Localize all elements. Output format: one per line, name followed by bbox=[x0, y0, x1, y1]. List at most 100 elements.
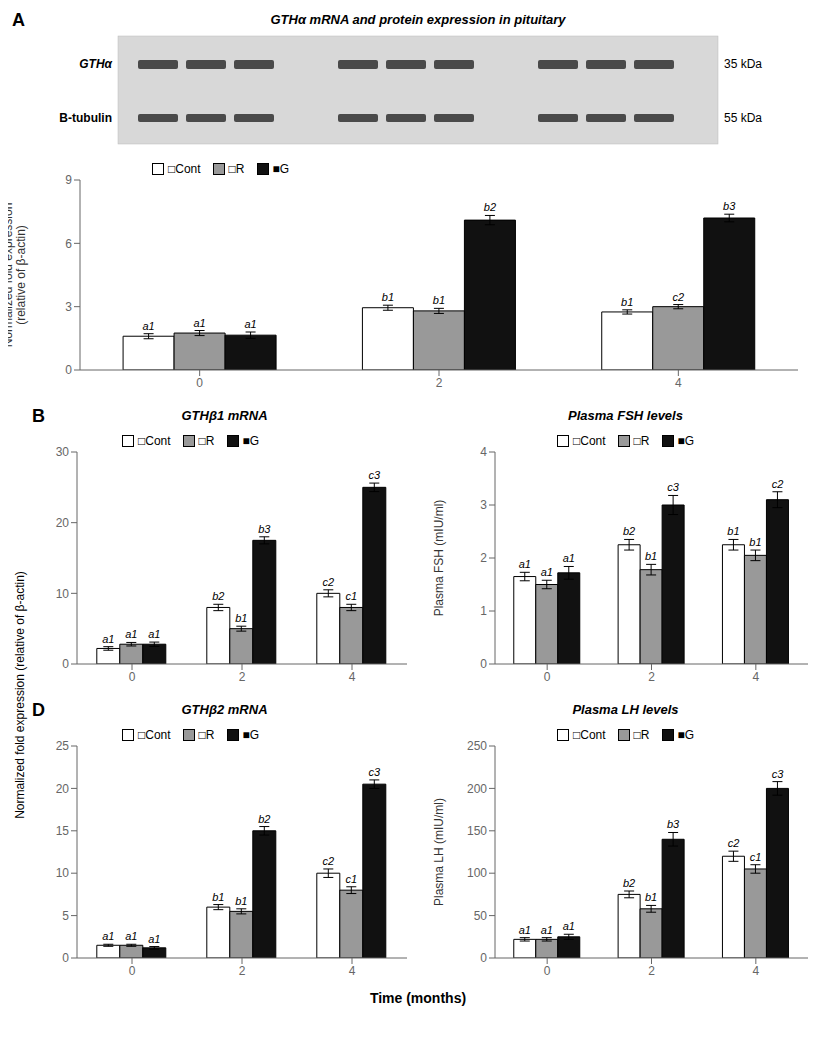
svg-text:20: 20 bbox=[56, 782, 70, 796]
svg-text:c2: c2 bbox=[672, 291, 684, 303]
svg-text:100: 100 bbox=[467, 866, 487, 880]
svg-text:A: A bbox=[12, 10, 25, 30]
svg-text:4: 4 bbox=[349, 964, 356, 978]
svg-text:0: 0 bbox=[480, 951, 487, 965]
svg-text:3: 3 bbox=[65, 300, 72, 314]
svg-text:c2: c2 bbox=[322, 855, 334, 867]
svg-text:a1: a1 bbox=[519, 924, 531, 936]
svg-text:250: 250 bbox=[467, 739, 487, 753]
svg-text:200: 200 bbox=[467, 782, 487, 796]
svg-text:6: 6 bbox=[65, 237, 72, 251]
svg-text:0: 0 bbox=[129, 670, 136, 684]
svg-text:55 kDa: 55 kDa bbox=[724, 111, 762, 125]
svg-text:a1: a1 bbox=[193, 317, 205, 329]
svg-text:c1: c1 bbox=[750, 851, 762, 863]
svg-text:3: 3 bbox=[480, 498, 487, 512]
svg-text:a1: a1 bbox=[125, 930, 137, 942]
svg-text:0: 0 bbox=[196, 376, 203, 390]
svg-text:Plasma FSH (mIU/ml): Plasma FSH (mIU/ml) bbox=[433, 500, 446, 617]
svg-text:30: 30 bbox=[56, 445, 70, 459]
svg-text:GTHα mRNA and protein expressi: GTHα mRNA and protein expression in pitu… bbox=[270, 12, 566, 27]
svg-text:a1: a1 bbox=[102, 930, 114, 942]
svg-text:4: 4 bbox=[349, 670, 356, 684]
svg-text:c1: c1 bbox=[345, 590, 357, 602]
svg-text:0: 0 bbox=[62, 657, 69, 671]
svg-text:GTHα: GTHα bbox=[79, 57, 112, 71]
svg-text:a1: a1 bbox=[148, 628, 160, 640]
svg-text:b1: b1 bbox=[621, 296, 633, 308]
svg-text:2: 2 bbox=[648, 670, 655, 684]
svg-text:b2: b2 bbox=[623, 525, 635, 537]
html-text:Time (months): Time (months) bbox=[369, 990, 467, 1006]
svg-text:b3: b3 bbox=[667, 818, 680, 830]
svg-text:150: 150 bbox=[467, 824, 487, 838]
svg-text:4: 4 bbox=[675, 376, 682, 390]
html-text:□Cont: □Cont bbox=[168, 162, 201, 176]
svg-text:c1: c1 bbox=[345, 873, 357, 885]
svg-text:B-tubulin: B-tubulin bbox=[59, 111, 112, 125]
svg-text:4: 4 bbox=[480, 445, 487, 459]
svg-text:4: 4 bbox=[752, 670, 759, 684]
svg-text:a1: a1 bbox=[244, 318, 256, 330]
svg-text:c3: c3 bbox=[667, 481, 680, 493]
svg-text:5: 5 bbox=[62, 909, 69, 923]
svg-text:2: 2 bbox=[648, 964, 655, 978]
svg-text:0: 0 bbox=[129, 964, 136, 978]
svg-text:9: 9 bbox=[65, 173, 72, 187]
svg-text:25: 25 bbox=[56, 739, 70, 753]
svg-text:b2: b2 bbox=[484, 201, 496, 213]
svg-text:Normalized fold expression(rel: Normalized fold expression(relative of β… bbox=[8, 203, 28, 348]
svg-text:b1: b1 bbox=[749, 536, 761, 548]
svg-text:1: 1 bbox=[480, 604, 487, 618]
svg-text:b1: b1 bbox=[382, 291, 394, 303]
svg-text:a1: a1 bbox=[142, 320, 154, 332]
svg-text:a1: a1 bbox=[563, 920, 575, 932]
svg-text:10: 10 bbox=[56, 587, 70, 601]
svg-text:b3: b3 bbox=[258, 523, 271, 535]
svg-text:20: 20 bbox=[56, 516, 70, 530]
svg-text:Plasma LH (mIU/ml): Plasma LH (mIU/ml) bbox=[433, 798, 446, 906]
svg-text:10: 10 bbox=[56, 866, 70, 880]
svg-text:b1: b1 bbox=[645, 891, 657, 903]
svg-text:a1: a1 bbox=[125, 628, 137, 640]
svg-text:b2: b2 bbox=[258, 813, 270, 825]
svg-text:b2: b2 bbox=[623, 877, 635, 889]
svg-text:c2: c2 bbox=[772, 478, 784, 490]
svg-text:a1: a1 bbox=[563, 552, 575, 564]
svg-text:4: 4 bbox=[752, 964, 759, 978]
svg-text:b3: b3 bbox=[723, 200, 736, 212]
html-text:Plasma LH levels: Plasma LH levels bbox=[572, 702, 679, 717]
svg-text:0: 0 bbox=[480, 657, 487, 671]
svg-text:c3: c3 bbox=[772, 768, 785, 780]
svg-text:15: 15 bbox=[56, 824, 70, 838]
svg-text:b1: b1 bbox=[235, 612, 247, 624]
svg-text:c3: c3 bbox=[368, 766, 381, 778]
svg-text:b1: b1 bbox=[212, 891, 224, 903]
svg-text:0: 0 bbox=[544, 964, 551, 978]
svg-text:a1: a1 bbox=[148, 933, 160, 945]
svg-text:2: 2 bbox=[239, 964, 246, 978]
svg-text:a1: a1 bbox=[541, 924, 553, 936]
svg-text:b2: b2 bbox=[212, 590, 224, 602]
svg-text:35 kDa: 35 kDa bbox=[724, 57, 762, 71]
svg-text:c3: c3 bbox=[368, 469, 381, 481]
svg-text:b1: b1 bbox=[433, 294, 445, 306]
html-text:Plasma FSH levels: Plasma FSH levels bbox=[568, 408, 683, 423]
svg-text:b1: b1 bbox=[727, 525, 739, 537]
svg-text:0: 0 bbox=[62, 951, 69, 965]
svg-text:0: 0 bbox=[544, 670, 551, 684]
svg-text:b1: b1 bbox=[235, 895, 247, 907]
svg-text:a1: a1 bbox=[102, 633, 114, 645]
svg-text:a1: a1 bbox=[541, 566, 553, 578]
svg-text:b1: b1 bbox=[645, 550, 657, 562]
svg-text:0: 0 bbox=[65, 363, 72, 377]
svg-text:2: 2 bbox=[239, 670, 246, 684]
svg-text:50: 50 bbox=[474, 909, 488, 923]
svg-text:2: 2 bbox=[480, 551, 487, 565]
svg-text:c2: c2 bbox=[322, 576, 334, 588]
html-text:GTHβ2 mRNA: GTHβ2 mRNA bbox=[181, 702, 268, 717]
svg-text:c2: c2 bbox=[728, 837, 740, 849]
svg-text:a1: a1 bbox=[519, 558, 531, 570]
html-text:GTHβ1 mRNA: GTHβ1 mRNA bbox=[181, 408, 268, 423]
svg-text:2: 2 bbox=[436, 376, 443, 390]
